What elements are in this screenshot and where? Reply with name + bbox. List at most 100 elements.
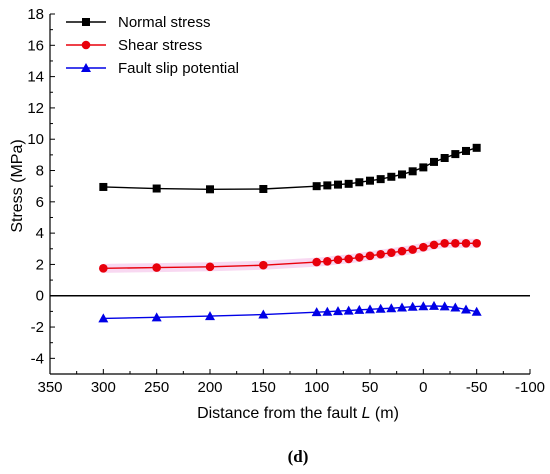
data-point (152, 184, 161, 193)
data-point (471, 306, 482, 316)
legend-label: Normal stress (118, 14, 211, 31)
data-point (205, 262, 215, 272)
legend-marker (81, 40, 91, 50)
data-point (333, 306, 343, 316)
data-point (472, 239, 481, 248)
x-tick-label: 50 (362, 379, 379, 396)
data-point (312, 182, 321, 191)
series-fault-slip-potential (98, 300, 482, 323)
data-point (98, 313, 109, 323)
x-tick-label: 150 (251, 379, 276, 396)
data-point (398, 170, 406, 179)
x-tick-label: 0 (419, 379, 427, 396)
data-point (151, 312, 162, 322)
data-point (461, 239, 471, 248)
data-point (334, 180, 342, 189)
data-point (451, 150, 460, 159)
legend-item-fault-slip-potential: Fault slip potential (66, 60, 239, 77)
data-point (462, 146, 470, 155)
data-point (376, 175, 385, 184)
data-point (397, 302, 407, 312)
x-tick-label: 300 (91, 379, 116, 396)
data-point (259, 260, 268, 270)
data-point (311, 307, 322, 317)
data-point (333, 255, 343, 265)
x-tick-label: 350 (37, 379, 62, 396)
data-point (397, 246, 407, 256)
data-point (429, 240, 439, 250)
data-point (461, 304, 471, 314)
data-point (344, 254, 353, 264)
y-tick-label: 16 (27, 37, 44, 54)
data-point (355, 253, 364, 262)
data-point (408, 245, 417, 254)
panel-label: (d) (288, 447, 309, 466)
data-point (450, 302, 461, 312)
data-point (419, 242, 428, 252)
legend-label: Shear stress (118, 37, 202, 54)
y-tick-label: 10 (27, 131, 44, 148)
x-tick-label: 100 (304, 379, 329, 396)
data-point (259, 184, 268, 193)
legend-item-shear-stress: Shear stress (66, 37, 202, 54)
data-point (472, 143, 481, 152)
y-tick-label: 4 (36, 225, 44, 242)
data-point (439, 301, 450, 311)
series-shear-stress (98, 238, 482, 273)
plot-layer (98, 143, 482, 323)
legend-item-normal-stress: Normal stress (66, 14, 211, 31)
y-tick-label: -2 (31, 319, 44, 336)
x-tick-label: -100 (515, 379, 545, 396)
data-point (440, 239, 449, 248)
data-point (386, 303, 397, 313)
data-point (365, 251, 375, 261)
y-tick-label: 12 (27, 100, 44, 117)
data-point (322, 306, 333, 316)
series-normal-stress (99, 143, 481, 194)
data-point (387, 248, 396, 257)
data-point (366, 176, 374, 185)
legend: Normal stress Shear stress Fault slip pote… (66, 14, 239, 77)
y-axis-label: Stress (MPa) (9, 139, 26, 232)
data-point (407, 301, 418, 311)
data-point (323, 257, 332, 266)
data-point (365, 304, 375, 314)
data-point (376, 249, 385, 259)
data-point (344, 179, 353, 188)
y-tick-label: 0 (36, 288, 44, 305)
data-point (354, 304, 365, 314)
data-point (323, 181, 332, 190)
data-point (440, 154, 449, 162)
y-tick-label: 18 (27, 6, 44, 23)
data-point (355, 178, 364, 187)
data-point (205, 311, 215, 321)
data-point (451, 239, 460, 248)
x-tick-label: 200 (197, 379, 222, 396)
y-tick-label: 8 (36, 163, 44, 180)
data-point (343, 305, 354, 315)
legend-marker (82, 18, 90, 26)
data-point (430, 157, 438, 166)
legend-label: Fault slip potential (118, 60, 239, 77)
data-point (429, 300, 439, 310)
axes-layer: -4 -2 0 2 4 6 8 10 12 14 16 18 350 300 250 200 150 100 50 0… (27, 6, 545, 396)
data-point (99, 182, 108, 191)
data-point (418, 301, 429, 311)
data-point (258, 309, 269, 319)
x-tick-label: -50 (466, 379, 488, 396)
data-point (99, 264, 108, 273)
data-point (419, 163, 428, 172)
x-tick-label: 250 (144, 379, 169, 396)
legend-marker (81, 63, 91, 72)
data-point (387, 172, 396, 181)
x-axis-label: Distance from the fault L (m) (197, 405, 399, 422)
y-tick-label: -4 (31, 350, 44, 367)
data-point (408, 167, 417, 176)
data-point (206, 185, 214, 194)
data-point (152, 263, 161, 272)
data-point (312, 257, 321, 267)
y-tick-label: 14 (27, 69, 44, 86)
y-tick-label: 2 (36, 256, 44, 273)
data-point (375, 303, 386, 313)
